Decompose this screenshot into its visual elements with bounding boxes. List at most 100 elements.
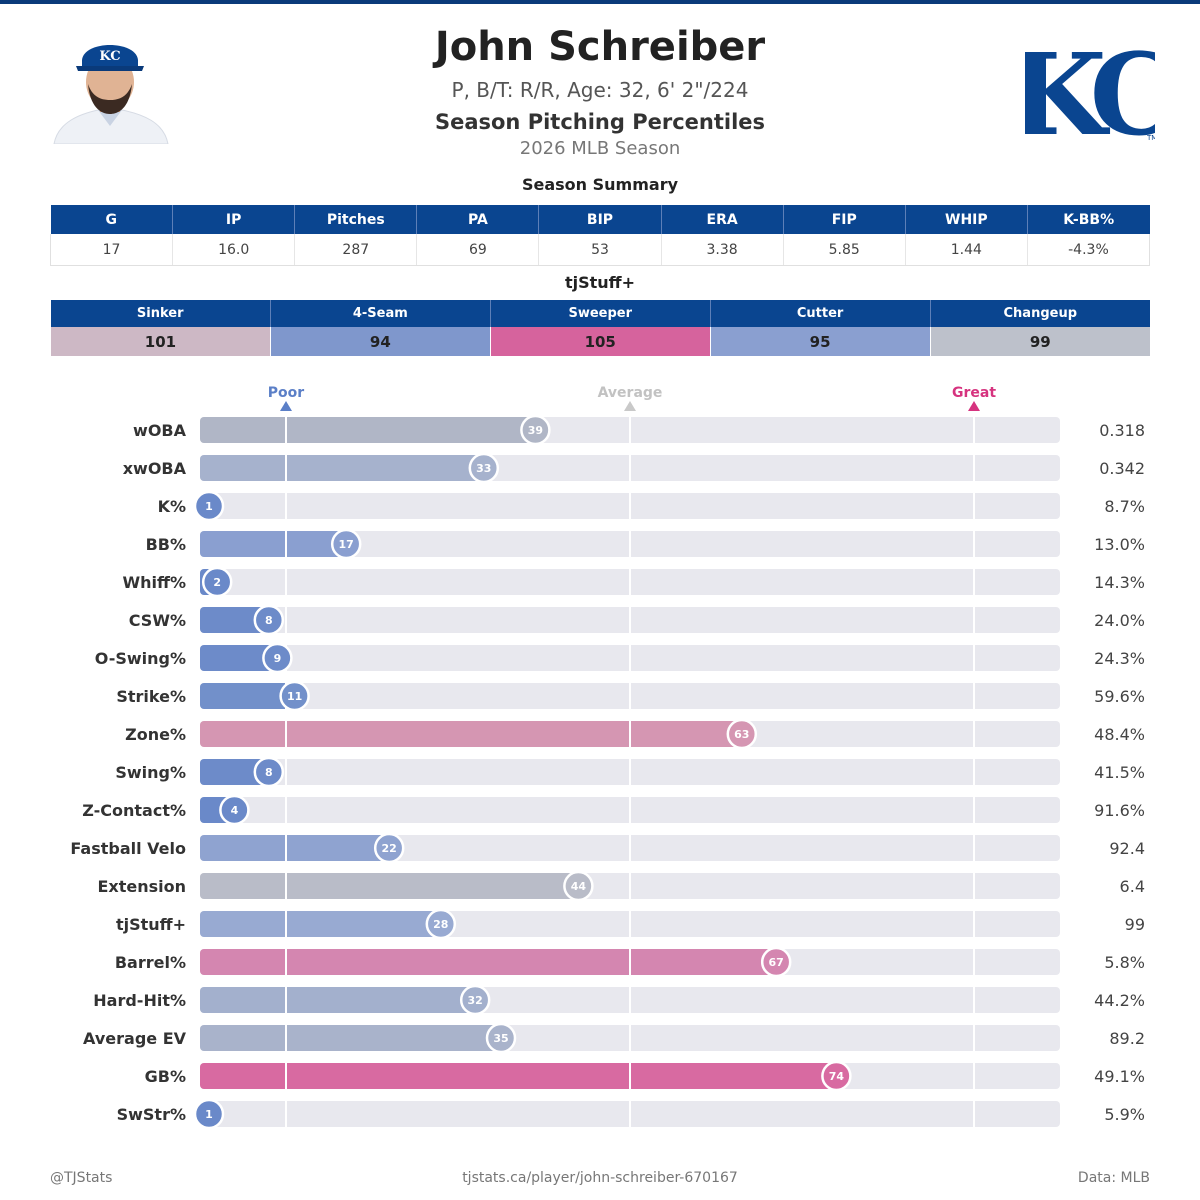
percentile-bar	[200, 645, 278, 671]
percentile-bar	[200, 417, 536, 443]
percentile-marker	[373, 832, 405, 864]
percentile-label: 8	[265, 766, 273, 779]
percentile-label: 74	[829, 1070, 845, 1083]
footer-source: Data: MLB	[1077, 1170, 1150, 1186]
metric-value: 41.5%	[1094, 763, 1145, 782]
metric-value: 48.4%	[1094, 725, 1145, 744]
summary-header-cell-4: BIP	[538, 205, 662, 234]
summary-header-cell-8: K-BB%	[1026, 205, 1150, 234]
footer-url[interactable]: tjstats.ca/player/john-schreiber-670167	[462, 1170, 738, 1186]
metric-value: 92.4	[1109, 839, 1145, 858]
metric-value: 14.3%	[1094, 573, 1145, 592]
season-summary-table: G IP Pitches PA BIP ERA FIP WHIP K-BB% 17 16.0 287…	[49, 205, 1151, 266]
percentile-label: 44	[571, 880, 587, 893]
metric-value: 24.0%	[1094, 611, 1145, 630]
metric-label: O-Swing%	[95, 649, 186, 668]
metric-label: xwOBA	[123, 459, 187, 478]
percentile-marker	[468, 452, 500, 484]
metric-value: 91.6%	[1094, 801, 1145, 820]
metric-label: Fastball Velo	[70, 839, 186, 858]
summary-value-cell-2: 287	[294, 234, 417, 266]
metric-label: Strike%	[116, 687, 186, 706]
tjstuff-value-cell-2: 105	[489, 327, 711, 356]
percentile-marker	[726, 718, 758, 750]
footer-handle: @TJStats	[50, 1170, 113, 1186]
percentile-label: 8	[265, 614, 273, 627]
percentile-marker	[201, 566, 233, 598]
metric-value: 5.8%	[1104, 953, 1145, 972]
summary-value-cell-5: 3.38	[660, 234, 784, 266]
svg-text:KC: KC	[1025, 30, 1155, 147]
svg-text:TM: TM	[1146, 134, 1155, 142]
metric-label: GB%	[145, 1067, 186, 1086]
tjstuff-table: Sinker 4-Seam Sweeper Cutter Changeup 101 94 1…	[50, 300, 1150, 356]
percentile-marker	[193, 490, 225, 522]
tjstuff-header-cell-1: 4-Seam	[269, 300, 491, 327]
percentile-bar	[200, 683, 295, 709]
metric-label: Zone%	[125, 725, 186, 744]
percentile-marker	[219, 794, 250, 826]
percentile-marker	[262, 642, 293, 674]
metric-label: Average EV	[83, 1029, 187, 1048]
metric-label: Hard-Hit%	[93, 991, 186, 1010]
percentile-label: 11	[287, 690, 302, 703]
tjstuff-title: tjStuff+	[564, 273, 636, 292]
percentile-label: 4	[231, 804, 239, 817]
metric-value: 44.2%	[1094, 991, 1145, 1010]
summary-value-cell-8: -4.3%	[1026, 234, 1151, 266]
percentile-marker	[253, 756, 285, 788]
percentile-marker	[193, 1098, 225, 1130]
metric-value: 0.318	[1099, 421, 1145, 440]
marker-label-poor: Poor	[268, 385, 304, 401]
summary-header-cell-7: WHIP	[904, 205, 1028, 234]
metric-value: 99	[1125, 915, 1145, 934]
summary-header-cell-1: IP	[172, 205, 295, 234]
summary-value-cell-0: 17	[49, 234, 173, 266]
percentile-bar	[200, 759, 269, 785]
player-headshot: KC	[50, 26, 170, 144]
percentile-bar	[200, 949, 777, 975]
tjstuff-value-cell-4: 99	[929, 327, 1150, 356]
summary-header-cell-6: FIP	[782, 205, 906, 234]
metric-value: 8.7%	[1104, 497, 1145, 516]
marker-triangle-average	[624, 401, 636, 411]
metric-label: SwStr%	[117, 1105, 186, 1124]
team-logo: KC TM	[1025, 30, 1155, 147]
metric-label: Whiff%	[122, 573, 186, 592]
percentile-bar	[200, 455, 484, 481]
percentile-marker	[485, 1022, 517, 1054]
marker-triangle-great	[968, 401, 980, 411]
tjstuff-header-cell-4: Changeup	[929, 300, 1150, 327]
metric-value: 13.0%	[1094, 535, 1145, 554]
percentile-label: 33	[476, 462, 491, 475]
marker-triangle-poor	[280, 401, 292, 411]
percentile-label: 17	[339, 538, 354, 551]
percentile-label: 35	[493, 1032, 508, 1045]
top-accent-bar	[0, 0, 1200, 4]
percentile-label: 22	[382, 842, 397, 855]
season-summary-title: Season Summary	[521, 175, 679, 194]
percentile-label: 67	[769, 956, 784, 969]
summary-header-cell-0: G	[50, 205, 173, 234]
percentile-bar	[200, 607, 269, 633]
percentile-bar	[200, 911, 441, 937]
player-bio: P, B/T: R/R, Age: 32, 6' 2"/224	[451, 78, 749, 102]
metric-value: 6.4	[1120, 877, 1145, 896]
percentile-marker	[253, 604, 285, 636]
metric-label: Extension	[97, 877, 186, 896]
percentile-marker	[520, 414, 551, 446]
percentile-label: 28	[433, 918, 448, 931]
metric-label: BB%	[146, 535, 186, 554]
percentile-marker	[760, 946, 792, 978]
percentile-label: 1	[205, 1108, 213, 1121]
tjstuff-header-cell-0: Sinker	[50, 300, 271, 327]
summary-value-cell-6: 5.85	[782, 234, 906, 266]
metric-value: 49.1%	[1094, 1067, 1145, 1086]
metric-value: 89.2	[1109, 1029, 1145, 1048]
tjstuff-header-cell-2: Sweeper	[489, 300, 711, 327]
metric-label: wOBA	[133, 421, 187, 440]
percentile-marker	[279, 680, 310, 712]
percentile-marker	[425, 908, 457, 940]
percentile-chart: wOBA 0.318 xwOBA 0.342 K% 8.7% BB% 13.0% Whiff% 1…	[70, 385, 1145, 1130]
percentile-label: 63	[734, 728, 749, 741]
